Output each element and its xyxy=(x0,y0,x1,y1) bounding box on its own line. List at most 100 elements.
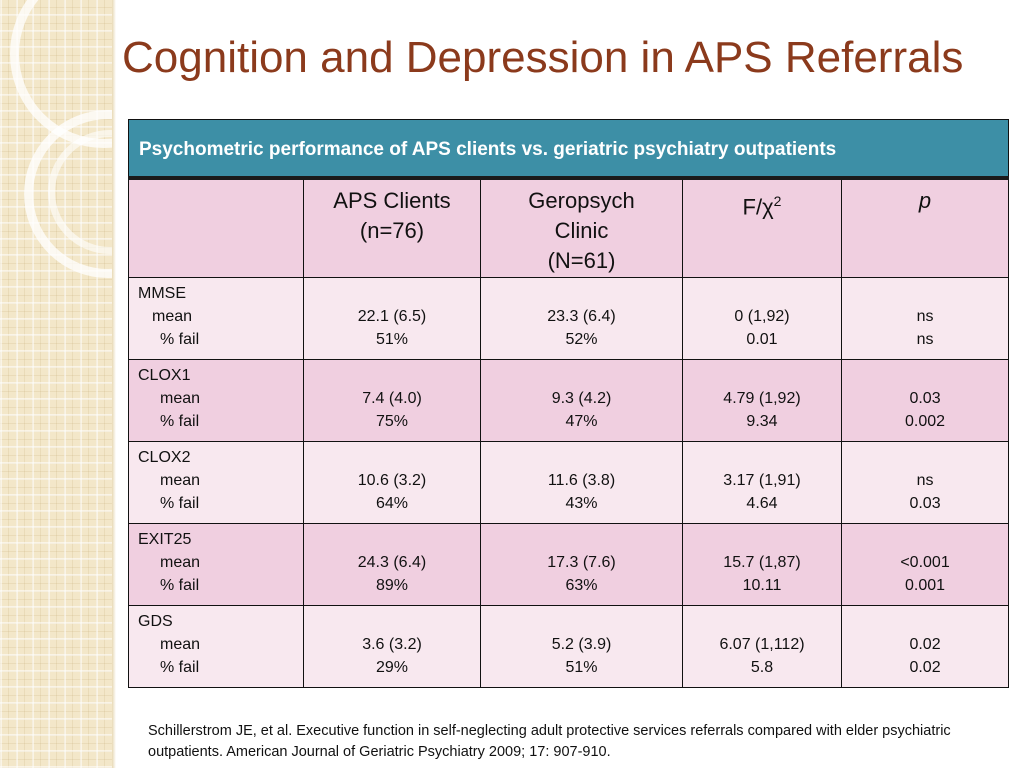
measure-cell: EXIT25 mean % fail xyxy=(128,523,304,606)
f-chi-cell: 6.07 (1,112) 5.8 xyxy=(682,605,842,688)
measure-cell: GDS mean % fail xyxy=(128,605,304,688)
geropsych-mean: 9.3 (4.2) xyxy=(551,390,612,407)
header-p-value: p xyxy=(840,177,1010,278)
measure-name: GDS xyxy=(138,613,173,630)
decorative-band-edge xyxy=(112,0,116,768)
table-row: CLOX2 mean % fail 10.6 (3.2) 64% 11.6 (3… xyxy=(128,441,1010,524)
aps-fail: 51% xyxy=(375,331,409,348)
p-fail: 0.001 xyxy=(905,577,946,594)
chi2-stat: 0.01 xyxy=(746,331,778,348)
p-mean: 0.02 xyxy=(909,636,941,653)
header-aps-label: APS Clients xyxy=(333,187,451,213)
measure-sub-fail: % fail xyxy=(160,331,200,348)
geropsych-mean: 11.6 (3.8) xyxy=(547,472,616,489)
geropsych-mean: 23.3 (6.4) xyxy=(547,308,616,325)
f-chi-cell: 15.7 (1,87) 10.11 xyxy=(682,523,842,606)
f-chi-cell: 0 (1,92) 0.01 xyxy=(682,277,842,360)
results-table: Psychometric performance of APS clients … xyxy=(127,119,1010,688)
table-row: GDS mean % fail 3.6 (3.2) 29% 5.2 (3.9) … xyxy=(128,605,1010,688)
p-fail: 0.02 xyxy=(909,659,941,676)
aps-cell: 3.6 (3.2) 29% xyxy=(303,605,481,688)
header-f-chi2: F/χ2 xyxy=(682,177,842,278)
measure-name: CLOX2 xyxy=(138,449,191,466)
results-table-container: Psychometric performance of APS clients … xyxy=(127,119,1010,688)
measure-sub-fail: % fail xyxy=(160,413,200,430)
p-cell: ns ns xyxy=(840,277,1010,360)
aps-fail: 64% xyxy=(375,495,409,512)
measure-sub-fail: % fail xyxy=(160,495,200,512)
chi2-stat: 10.11 xyxy=(742,577,782,594)
aps-cell: 10.6 (3.2) 64% xyxy=(303,441,481,524)
header-geropsych-clinic: Geropsych Clinic (N=61) xyxy=(480,177,683,278)
geropsych-fail: 51% xyxy=(565,659,598,676)
aps-cell: 22.1 (6.5) 51% xyxy=(303,277,481,360)
header-measure xyxy=(128,177,304,278)
chi2-stat: 4.64 xyxy=(746,495,778,512)
slide-title: Cognition and Depression in APS Referral… xyxy=(122,33,964,82)
table-caption: Psychometric performance of APS clients … xyxy=(127,119,1010,180)
measure-name: EXIT25 xyxy=(138,531,192,548)
p-cell: 0.02 0.02 xyxy=(840,605,1010,688)
measure-name: MMSE xyxy=(138,285,186,302)
measure-sub-mean: mean xyxy=(160,390,201,407)
geropsych-fail: 43% xyxy=(565,495,598,512)
p-cell: ns 0.03 xyxy=(840,441,1010,524)
geropsych-cell: 9.3 (4.2) 47% xyxy=(480,359,683,442)
geropsych-cell: 11.6 (3.8) 43% xyxy=(480,441,683,524)
f-stat: 4.79 (1,92) xyxy=(723,390,801,407)
p-fail: 0.03 xyxy=(909,495,941,512)
aps-mean: 10.6 (3.2) xyxy=(357,472,427,489)
aps-cell: 24.3 (6.4) 89% xyxy=(303,523,481,606)
header-f-chi-superscript: 2 xyxy=(773,192,782,209)
measure-sub-fail: % fail xyxy=(160,577,200,594)
table-row: CLOX1 mean % fail 7.4 (4.0) 75% 9.3 (4.2… xyxy=(128,359,1010,442)
f-stat: 15.7 (1,87) xyxy=(723,554,801,571)
measure-sub-mean: mean xyxy=(160,554,201,571)
measure-name: CLOX1 xyxy=(138,367,191,384)
geropsych-fail: 63% xyxy=(565,577,598,594)
aps-cell: 7.4 (4.0) 75% xyxy=(303,359,481,442)
aps-fail: 75% xyxy=(375,413,409,430)
p-cell: <0.001 0.001 xyxy=(840,523,1010,606)
geropsych-mean: 17.3 (7.6) xyxy=(547,554,616,571)
p-cell: 0.03 0.002 xyxy=(840,359,1010,442)
p-mean: ns xyxy=(916,308,934,325)
f-stat: 0 (1,92) xyxy=(734,308,790,325)
header-geropsych-label: Geropsych xyxy=(528,187,635,213)
p-fail: 0.002 xyxy=(905,413,946,430)
measure-cell: CLOX1 mean % fail xyxy=(128,359,304,442)
geropsych-fail: 52% xyxy=(565,331,598,348)
header-aps-clients: APS Clients (n=76) xyxy=(303,177,481,278)
aps-fail: 29% xyxy=(375,659,409,676)
decorative-left-band xyxy=(0,0,198,768)
geropsych-cell: 5.2 (3.9) 51% xyxy=(480,605,683,688)
aps-mean: 24.3 (6.4) xyxy=(357,554,427,571)
chi2-stat: 9.34 xyxy=(746,413,778,430)
geropsych-cell: 23.3 (6.4) 52% xyxy=(480,277,683,360)
aps-mean: 3.6 (3.2) xyxy=(362,636,422,653)
measure-sub-mean: mean xyxy=(160,636,201,653)
f-stat: 6.07 (1,112) xyxy=(719,636,805,653)
chi2-stat: 5.8 xyxy=(750,659,774,676)
header-geropsych-n: (N=61) xyxy=(547,247,616,273)
p-mean: ns xyxy=(916,472,934,489)
f-stat: 3.17 (1,91) xyxy=(723,472,801,489)
measure-sub-fail: % fail xyxy=(160,659,200,676)
measure-cell: CLOX2 mean % fail xyxy=(128,441,304,524)
header-aps-n: (n=76) xyxy=(359,217,425,243)
measure-sub-mean: mean xyxy=(160,472,201,489)
geropsych-fail: 47% xyxy=(565,413,598,430)
table-row: EXIT25 mean % fail 24.3 (6.4) 89% 17.3 (… xyxy=(128,523,1010,606)
p-fail: ns xyxy=(916,331,934,348)
f-chi-cell: 3.17 (1,91) 4.64 xyxy=(682,441,842,524)
p-mean: 0.03 xyxy=(909,390,941,407)
p-mean: <0.001 xyxy=(900,554,950,571)
header-f-chi-label: F/χ xyxy=(742,193,774,219)
table-caption-row: Psychometric performance of APS clients … xyxy=(127,119,1010,180)
citation-text: Schillerstrom JE, et al. Executive funct… xyxy=(148,723,951,760)
table-row: MMSE mean % fail 22.1 (6.5) 51% 23.3 (6.… xyxy=(128,277,1010,360)
aps-mean: 22.1 (6.5) xyxy=(357,308,427,325)
aps-fail: 89% xyxy=(375,577,409,594)
measure-cell: MMSE mean % fail xyxy=(128,277,304,360)
table-header-row: APS Clients (n=76) Geropsych Clinic (N=6… xyxy=(128,177,1010,278)
